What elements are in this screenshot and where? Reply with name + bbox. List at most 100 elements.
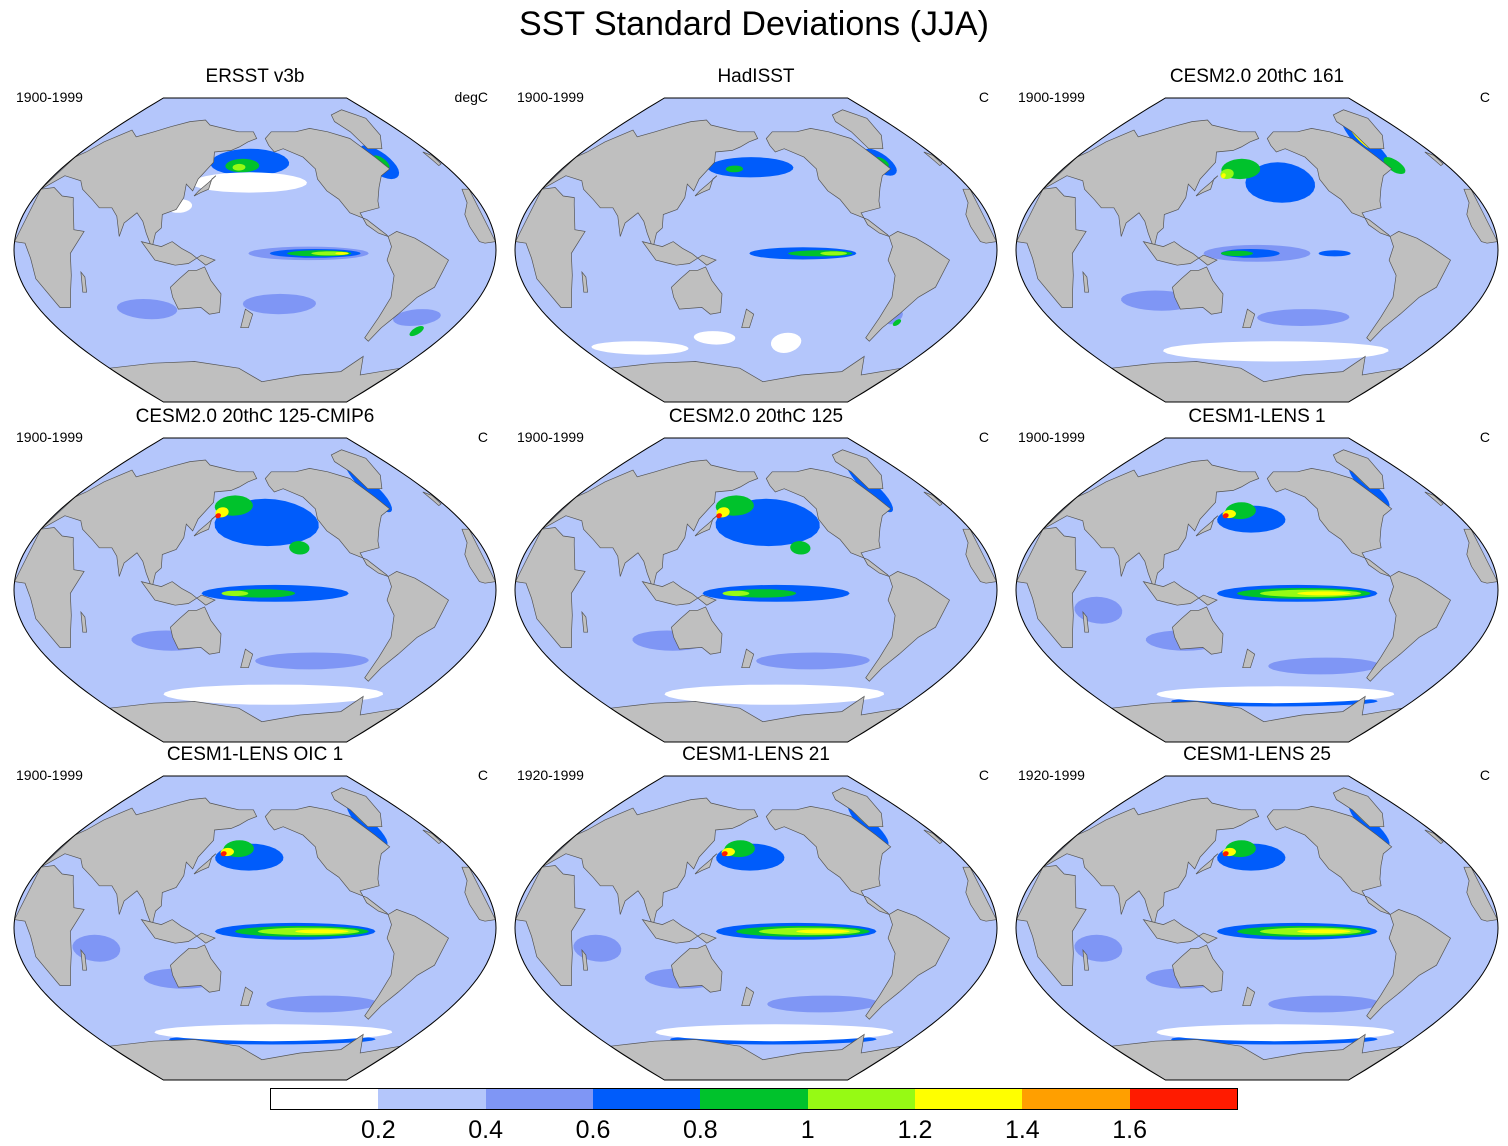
sst-field bbox=[515, 776, 997, 1080]
sst-contour bbox=[1222, 851, 1229, 857]
continent-africa bbox=[515, 865, 586, 986]
continent-samerica bbox=[865, 909, 950, 1020]
continent-africa bbox=[14, 187, 85, 308]
panel-title: CESM1-LENS 21 bbox=[682, 744, 830, 765]
continent-japan bbox=[193, 515, 217, 537]
continent-indonesia bbox=[641, 241, 717, 266]
sst-contour bbox=[1163, 341, 1389, 362]
colorbar-swatch bbox=[807, 1088, 915, 1110]
continent-japan bbox=[694, 515, 718, 537]
continent-namerica bbox=[1266, 806, 1393, 916]
continent-eurasia bbox=[1042, 797, 1260, 928]
map-outline bbox=[514, 437, 998, 743]
sst-contour bbox=[1245, 162, 1315, 203]
continent-namerica bbox=[765, 806, 892, 916]
sst-contour bbox=[708, 157, 794, 178]
continent-eurasia bbox=[541, 797, 759, 928]
sst-contour bbox=[221, 590, 249, 597]
sst-contour bbox=[820, 251, 847, 256]
map-outline bbox=[1015, 437, 1499, 743]
continent-antarctica bbox=[1110, 695, 1403, 742]
continent-uk bbox=[1424, 829, 1444, 845]
continent-australia bbox=[170, 266, 222, 315]
continent-greenland bbox=[831, 449, 884, 490]
sst-contour bbox=[1220, 250, 1253, 257]
continent-antarctica bbox=[609, 695, 902, 742]
sst-contour bbox=[1297, 929, 1351, 934]
continent-eurasia bbox=[541, 459, 759, 590]
sst-contour bbox=[591, 341, 689, 355]
continent-uk bbox=[923, 829, 943, 845]
sst-field bbox=[1016, 438, 1498, 742]
world-map bbox=[514, 97, 998, 403]
figure-title: SST Standard Deviations (JJA) bbox=[519, 5, 989, 43]
map-outline bbox=[13, 97, 497, 403]
continent-nz bbox=[1242, 308, 1256, 329]
continent-indonesia bbox=[641, 919, 717, 944]
sst-contour bbox=[1383, 157, 1406, 174]
continent-samerica bbox=[1366, 571, 1451, 682]
continent-japan bbox=[1195, 853, 1219, 875]
panel-units: C bbox=[1479, 429, 1490, 445]
continent-antarctica bbox=[609, 355, 902, 402]
continent-samerica bbox=[1366, 231, 1451, 342]
map-outline bbox=[514, 97, 998, 403]
panel-period: 1900-1999 bbox=[517, 89, 584, 105]
continent-africaW bbox=[962, 528, 997, 584]
sst-field bbox=[1016, 776, 1498, 1080]
panel-period: 1900-1999 bbox=[16, 89, 83, 105]
land-mask bbox=[1016, 787, 1498, 1080]
continent-antarctica bbox=[1110, 1033, 1403, 1080]
world-map bbox=[514, 437, 998, 743]
sst-contour bbox=[771, 332, 802, 353]
continent-antarctica bbox=[609, 1033, 902, 1080]
continent-madagascar bbox=[581, 270, 588, 293]
sst-contour bbox=[1221, 173, 1226, 179]
continent-samerica bbox=[364, 231, 449, 342]
continent-samerica bbox=[364, 571, 449, 682]
continent-africa bbox=[515, 527, 586, 648]
continent-antarctica bbox=[108, 355, 401, 402]
continent-namerica bbox=[1266, 468, 1393, 578]
continent-australia bbox=[671, 266, 723, 315]
continent-nz bbox=[1242, 986, 1256, 1007]
land-mask bbox=[1016, 109, 1498, 402]
map-panel: HadISST 1900-1999 C bbox=[509, 66, 1003, 406]
map-panel: ERSST v3b 1900-1999 degC bbox=[8, 66, 502, 406]
sst-contour bbox=[655, 1024, 894, 1042]
sst-contour bbox=[163, 684, 383, 705]
continent-madagascar bbox=[581, 948, 588, 971]
continent-indonesia bbox=[140, 241, 216, 266]
panel-units: degC bbox=[454, 89, 488, 105]
panel-period: 1920-1999 bbox=[1018, 767, 1085, 783]
panel-period: 1900-1999 bbox=[1018, 429, 1085, 445]
panel-title: CESM1-LENS 25 bbox=[1183, 744, 1331, 765]
panel-title: CESM2.0 20thC 125-CMIP6 bbox=[135, 406, 375, 427]
continent-australia bbox=[671, 606, 723, 655]
continent-australia bbox=[1172, 944, 1224, 993]
map-panel: CESM2.0 20thC 161 1900-1999 C bbox=[1010, 66, 1504, 406]
sst-contour bbox=[796, 929, 850, 934]
continent-indonesia bbox=[140, 919, 216, 944]
colorbar-label: 1.2 bbox=[897, 1116, 933, 1144]
map-panel: CESM1-LENS OIC 1 1900-1999 C bbox=[8, 744, 502, 1084]
sst-contour bbox=[693, 331, 736, 345]
continent-greenland bbox=[831, 787, 884, 828]
continent-africaW bbox=[461, 866, 496, 922]
sst-field bbox=[515, 98, 997, 402]
map-outline bbox=[1015, 775, 1499, 1081]
colorbar-label: 0.6 bbox=[575, 1116, 611, 1144]
continent-africaW bbox=[1463, 528, 1498, 584]
colorbar-swatch bbox=[593, 1088, 701, 1110]
sst-contour bbox=[1297, 591, 1351, 596]
continent-africaW bbox=[962, 866, 997, 922]
colorbar-swatch bbox=[915, 1088, 1023, 1110]
continent-madagascar bbox=[1082, 610, 1089, 633]
world-map bbox=[1015, 775, 1499, 1081]
continent-japan bbox=[694, 853, 718, 875]
colorbar-swatch bbox=[378, 1088, 486, 1110]
continent-eurasia bbox=[541, 119, 759, 250]
colorbar-swatch bbox=[1022, 1088, 1130, 1110]
continent-africaW bbox=[1463, 188, 1498, 244]
sst-contour bbox=[228, 589, 296, 598]
